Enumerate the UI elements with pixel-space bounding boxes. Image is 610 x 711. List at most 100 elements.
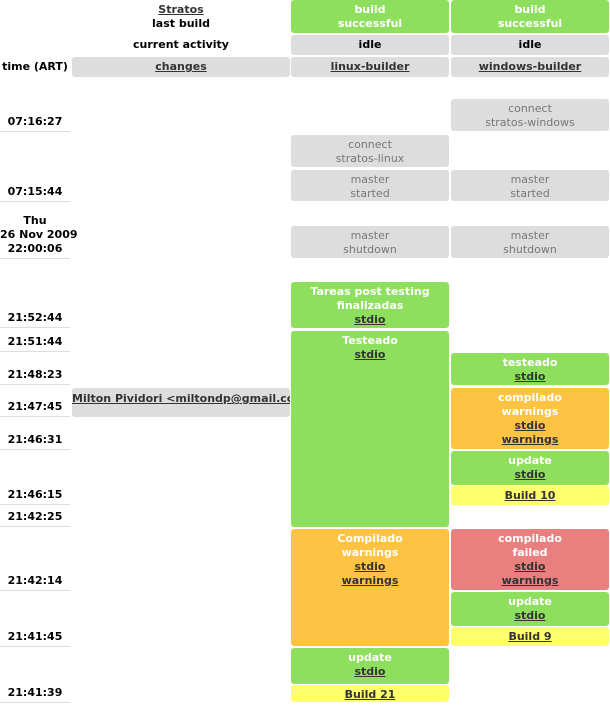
step-link[interactable]: stdio [514, 609, 546, 622]
time-cell: 21:46:15 [0, 451, 70, 505]
last-build-status: build [354, 3, 386, 16]
step-text: stratos-windows [485, 116, 575, 129]
time-cell: 21:46:31 [0, 418, 70, 450]
change-box: Milton Pividori <miltondp@gmail.com> [72, 388, 290, 417]
step-box: Compilado warnings stdio warnings [291, 529, 449, 646]
builder-link[interactable]: linux-builder [330, 60, 410, 73]
step-text: connect [348, 138, 392, 151]
step-text: master [510, 229, 550, 242]
time-text: 21:41:39 [7, 686, 63, 699]
time-text: 21:41:45 [7, 630, 63, 643]
current-activity-label: current activity [133, 38, 229, 51]
step-box: Testeado stdio [291, 331, 449, 527]
last-build-status: build [514, 3, 546, 16]
change-author-link[interactable]: Milton Pividori <miltondp@gmail.com> [72, 392, 290, 405]
last-build-label: last build [152, 17, 210, 30]
step-link[interactable]: stdio [354, 560, 386, 573]
time-text: 26 Nov 2009 [0, 228, 78, 241]
step-link[interactable]: warnings [501, 433, 559, 446]
time-text: 21:42:25 [7, 510, 63, 523]
step-text: testeado [502, 356, 558, 369]
step-text: Testeado [342, 334, 398, 347]
step-link[interactable]: stdio [514, 419, 546, 432]
time-cell: 21:52:44 [0, 260, 70, 328]
last-build-box: build successful [291, 0, 449, 33]
last-build-box: build successful [451, 0, 609, 33]
time-text: 07:16:27 [7, 115, 63, 128]
time-zone-cell: time (ART) [0, 57, 70, 77]
time-text: 07:15:44 [7, 185, 63, 198]
step-link[interactable]: warnings [501, 574, 559, 587]
step-box: update stdio [451, 451, 609, 485]
step-box: Build 10 [451, 486, 609, 505]
step-box: update stdio [291, 648, 449, 684]
step-link[interactable]: stdio [514, 370, 546, 383]
step-box: Build 21 [291, 685, 449, 702]
step-link[interactable]: stdio [354, 313, 386, 326]
time-text: 21:46:31 [7, 433, 63, 446]
time-text: 21:48:23 [7, 368, 63, 381]
time-text: 21:51:44 [7, 335, 63, 348]
step-box: master shutdown [451, 226, 609, 258]
time-cell: 07:15:44 [0, 133, 70, 202]
step-text: finalizadas [336, 299, 404, 312]
time-cell: 07:16:27 [0, 79, 70, 132]
step-link[interactable]: Build 9 [508, 630, 552, 643]
time-text: 21:52:44 [7, 311, 63, 324]
time-cell: 21:41:45 [0, 592, 70, 647]
time-cell: Thu 26 Nov 2009 22:00:06 [0, 203, 78, 259]
step-link[interactable]: Build 10 [504, 489, 556, 502]
step-text: warnings [341, 546, 399, 559]
step-text: shutdown [503, 243, 557, 256]
step-box: compilado failed stdio warnings [451, 529, 609, 590]
step-box: master started [291, 170, 449, 201]
step-box: update stdio [451, 592, 609, 626]
time-text: 21:47:45 [7, 400, 63, 413]
time-cell: 21:41:39 [0, 648, 70, 703]
step-text: compilado [498, 532, 562, 545]
step-text: started [350, 187, 390, 200]
last-build-status: successful [337, 17, 403, 30]
step-text: shutdown [343, 243, 397, 256]
time-cell: 21:42:14 [0, 528, 70, 591]
time-zone-label: time (ART) [2, 60, 68, 73]
project-cell: Stratos last build [72, 0, 290, 33]
step-text: Tareas post testing [310, 285, 430, 298]
step-text: update [508, 454, 552, 467]
step-text: started [510, 187, 550, 200]
activity-status: idle [358, 38, 382, 51]
activity-status: idle [518, 38, 542, 51]
changes-link[interactable]: changes [155, 60, 207, 73]
step-box: master shutdown [291, 226, 449, 258]
time-cell: 21:47:45 [0, 386, 70, 417]
activity-box: idle [291, 35, 449, 55]
activity-box: idle [451, 35, 609, 55]
step-box: Tareas post testing finalizadas stdio [291, 282, 449, 328]
changes-header: changes [72, 57, 290, 77]
step-box: master started [451, 170, 609, 201]
step-link[interactable]: stdio [514, 560, 546, 573]
step-text: update [508, 595, 552, 608]
step-box: compilado warnings stdio warnings [451, 388, 609, 449]
step-link[interactable]: Build 21 [344, 688, 396, 701]
step-link[interactable]: warnings [341, 574, 399, 587]
step-text: master [350, 173, 390, 186]
time-cell: 21:42:25 [0, 506, 70, 527]
step-text: update [348, 651, 392, 664]
time-cell: 21:48:23 [0, 353, 70, 385]
project-link[interactable]: Stratos [158, 3, 204, 16]
step-text: stratos-linux [335, 152, 405, 165]
activity-label-cell: current activity [72, 35, 290, 55]
time-text: 21:42:14 [7, 574, 63, 587]
step-text: failed [512, 546, 548, 559]
builder-link[interactable]: windows-builder [478, 60, 582, 73]
step-link[interactable]: stdio [514, 468, 546, 481]
step-link[interactable]: stdio [354, 665, 386, 678]
last-build-status: successful [497, 17, 563, 30]
step-link[interactable]: stdio [354, 348, 386, 361]
time-text: 21:46:15 [7, 488, 63, 501]
step-box: connect stratos-windows [451, 99, 609, 131]
builder-header: windows-builder [451, 57, 609, 77]
